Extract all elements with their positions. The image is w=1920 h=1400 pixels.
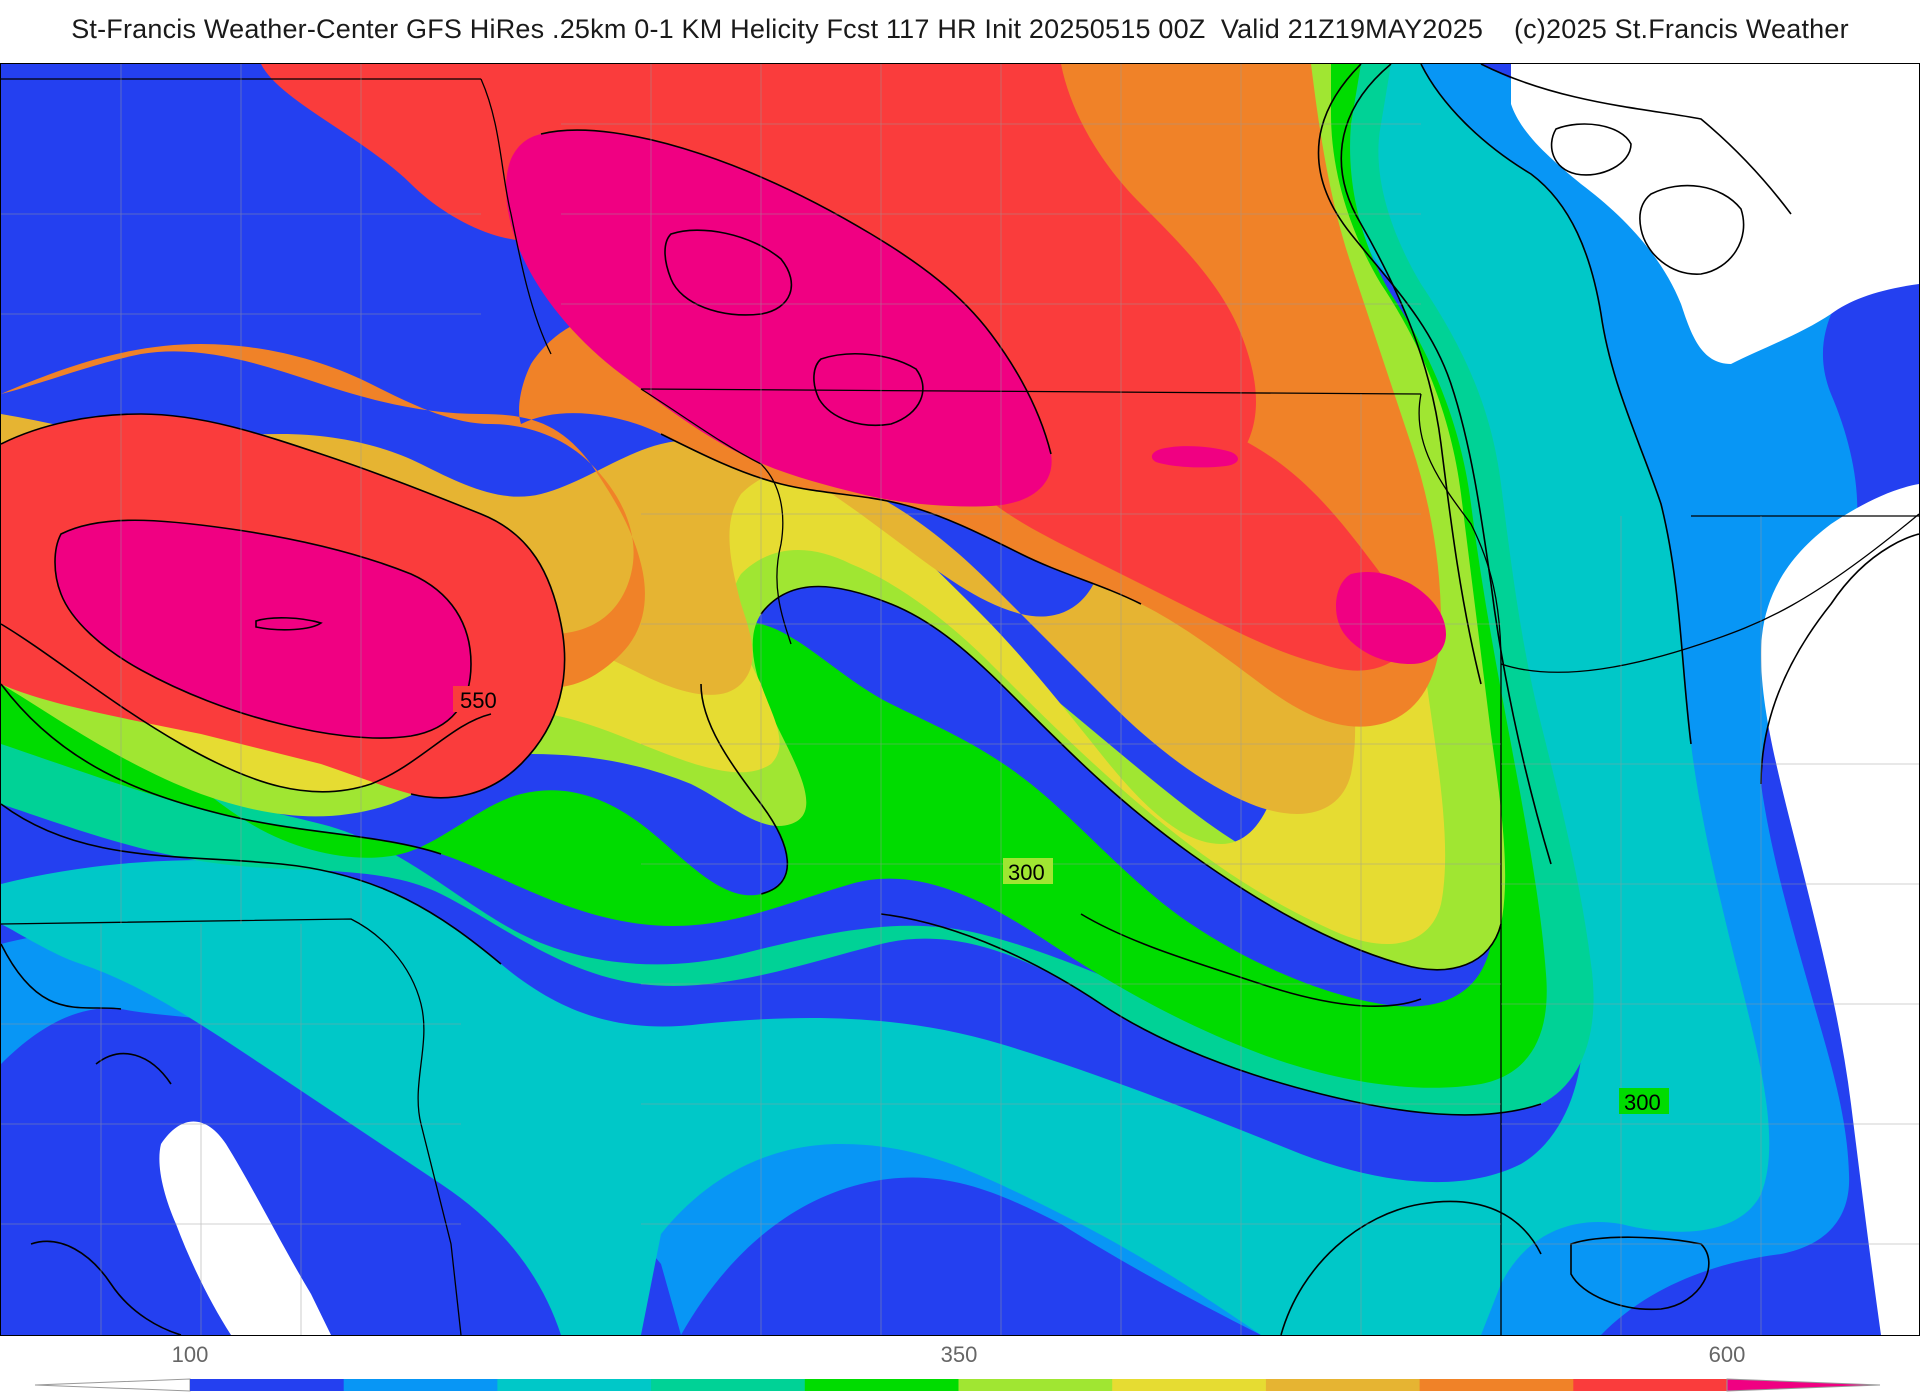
colorbar-cell [1573, 1379, 1728, 1391]
colorbar-tick-labels: 100 350 600 [0, 1342, 1920, 1372]
colorbar-cell [190, 1379, 345, 1391]
filled-contours [1, 64, 1919, 1335]
contour-label-300-a: 300 [1008, 860, 1045, 885]
white-region-ne [1511, 64, 1919, 364]
colorbar-cell [804, 1379, 959, 1391]
colorbar-cell [1265, 1379, 1421, 1391]
colorbar-cell [343, 1379, 498, 1391]
white-region-sw [159, 1121, 331, 1335]
colorbar-cells [190, 1379, 1728, 1391]
colorbar-cell [651, 1379, 806, 1391]
tick-label-350: 350 [940, 1342, 978, 1367]
chart-title: St-Francis Weather-Center GFS HiRes .25k… [71, 14, 1849, 44]
colorbar-cell [497, 1379, 652, 1391]
contour-labels: 550 300 300 [453, 686, 1669, 1115]
band-350 [55, 130, 1446, 739]
colorbar-cell [1112, 1379, 1267, 1391]
helicity-map: 550 300 300 [0, 63, 1920, 1336]
colorbar-cell [1419, 1379, 1574, 1391]
colorbar-low-arrow [34, 1378, 191, 1392]
contour-label-550: 550 [460, 688, 497, 713]
tick-label-600: 600 [1708, 1342, 1746, 1367]
colorbar-cell [958, 1379, 1113, 1391]
band-150 [1, 64, 1770, 1335]
white-region-east [1761, 484, 1919, 1335]
tick-label-100: 100 [171, 1342, 209, 1367]
contour-label-300-b: 300 [1624, 1090, 1661, 1115]
state-boundaries [1, 78, 1919, 1335]
colorbar [34, 1378, 1881, 1392]
contour-lines [1, 64, 1919, 1335]
county-lines [1, 64, 1919, 1335]
colorbar-high-arrow [1726, 1378, 1881, 1392]
